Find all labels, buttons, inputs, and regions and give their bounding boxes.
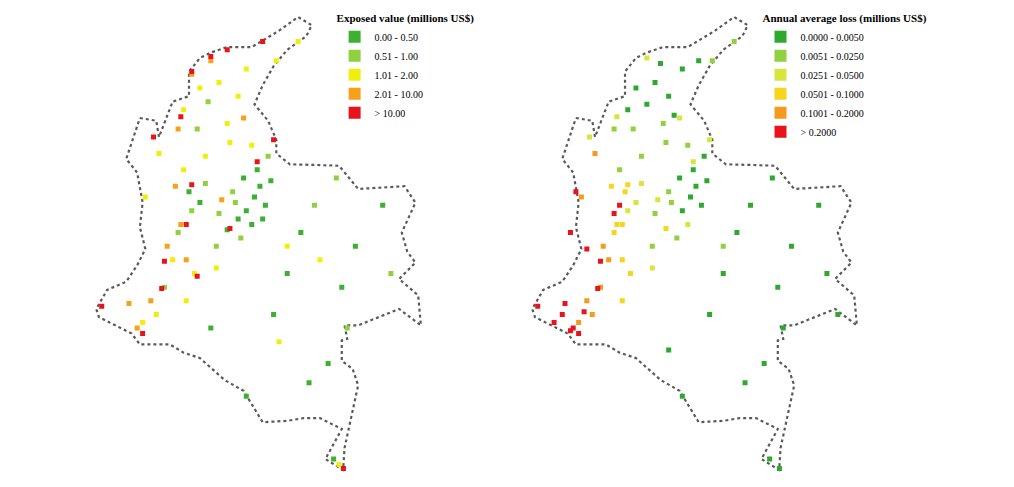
svg-text:> 10.00: > 10.00 (375, 108, 406, 119)
svg-text:0.0000 - 0.0050: 0.0000 - 0.0050 (801, 32, 864, 43)
svg-text:2.01 - 10.00: 2.01 - 10.00 (375, 89, 423, 100)
svg-text:Exposed value (millions US$): Exposed value (millions US$) (337, 12, 475, 25)
svg-text:0.0051 - 0.0250: 0.0051 - 0.0250 (801, 51, 864, 62)
svg-text:0.0251 - 0.0500: 0.0251 - 0.0500 (801, 70, 864, 81)
svg-text:1.01 - 2.00: 1.01 - 2.00 (375, 70, 418, 81)
svg-text:0.00 - 0.50: 0.00 - 0.50 (375, 32, 418, 43)
svg-text:0.0501 - 0.1000: 0.0501 - 0.1000 (801, 89, 864, 100)
svg-text:Annual average loss (millions: Annual average loss (millions US$) (763, 12, 927, 25)
svg-text:0.51 - 1.00: 0.51 - 1.00 (375, 51, 418, 62)
svg-text:0.1001 - 0.2000: 0.1001 - 0.2000 (801, 108, 864, 119)
svg-text:> 0.2000: > 0.2000 (801, 127, 837, 138)
